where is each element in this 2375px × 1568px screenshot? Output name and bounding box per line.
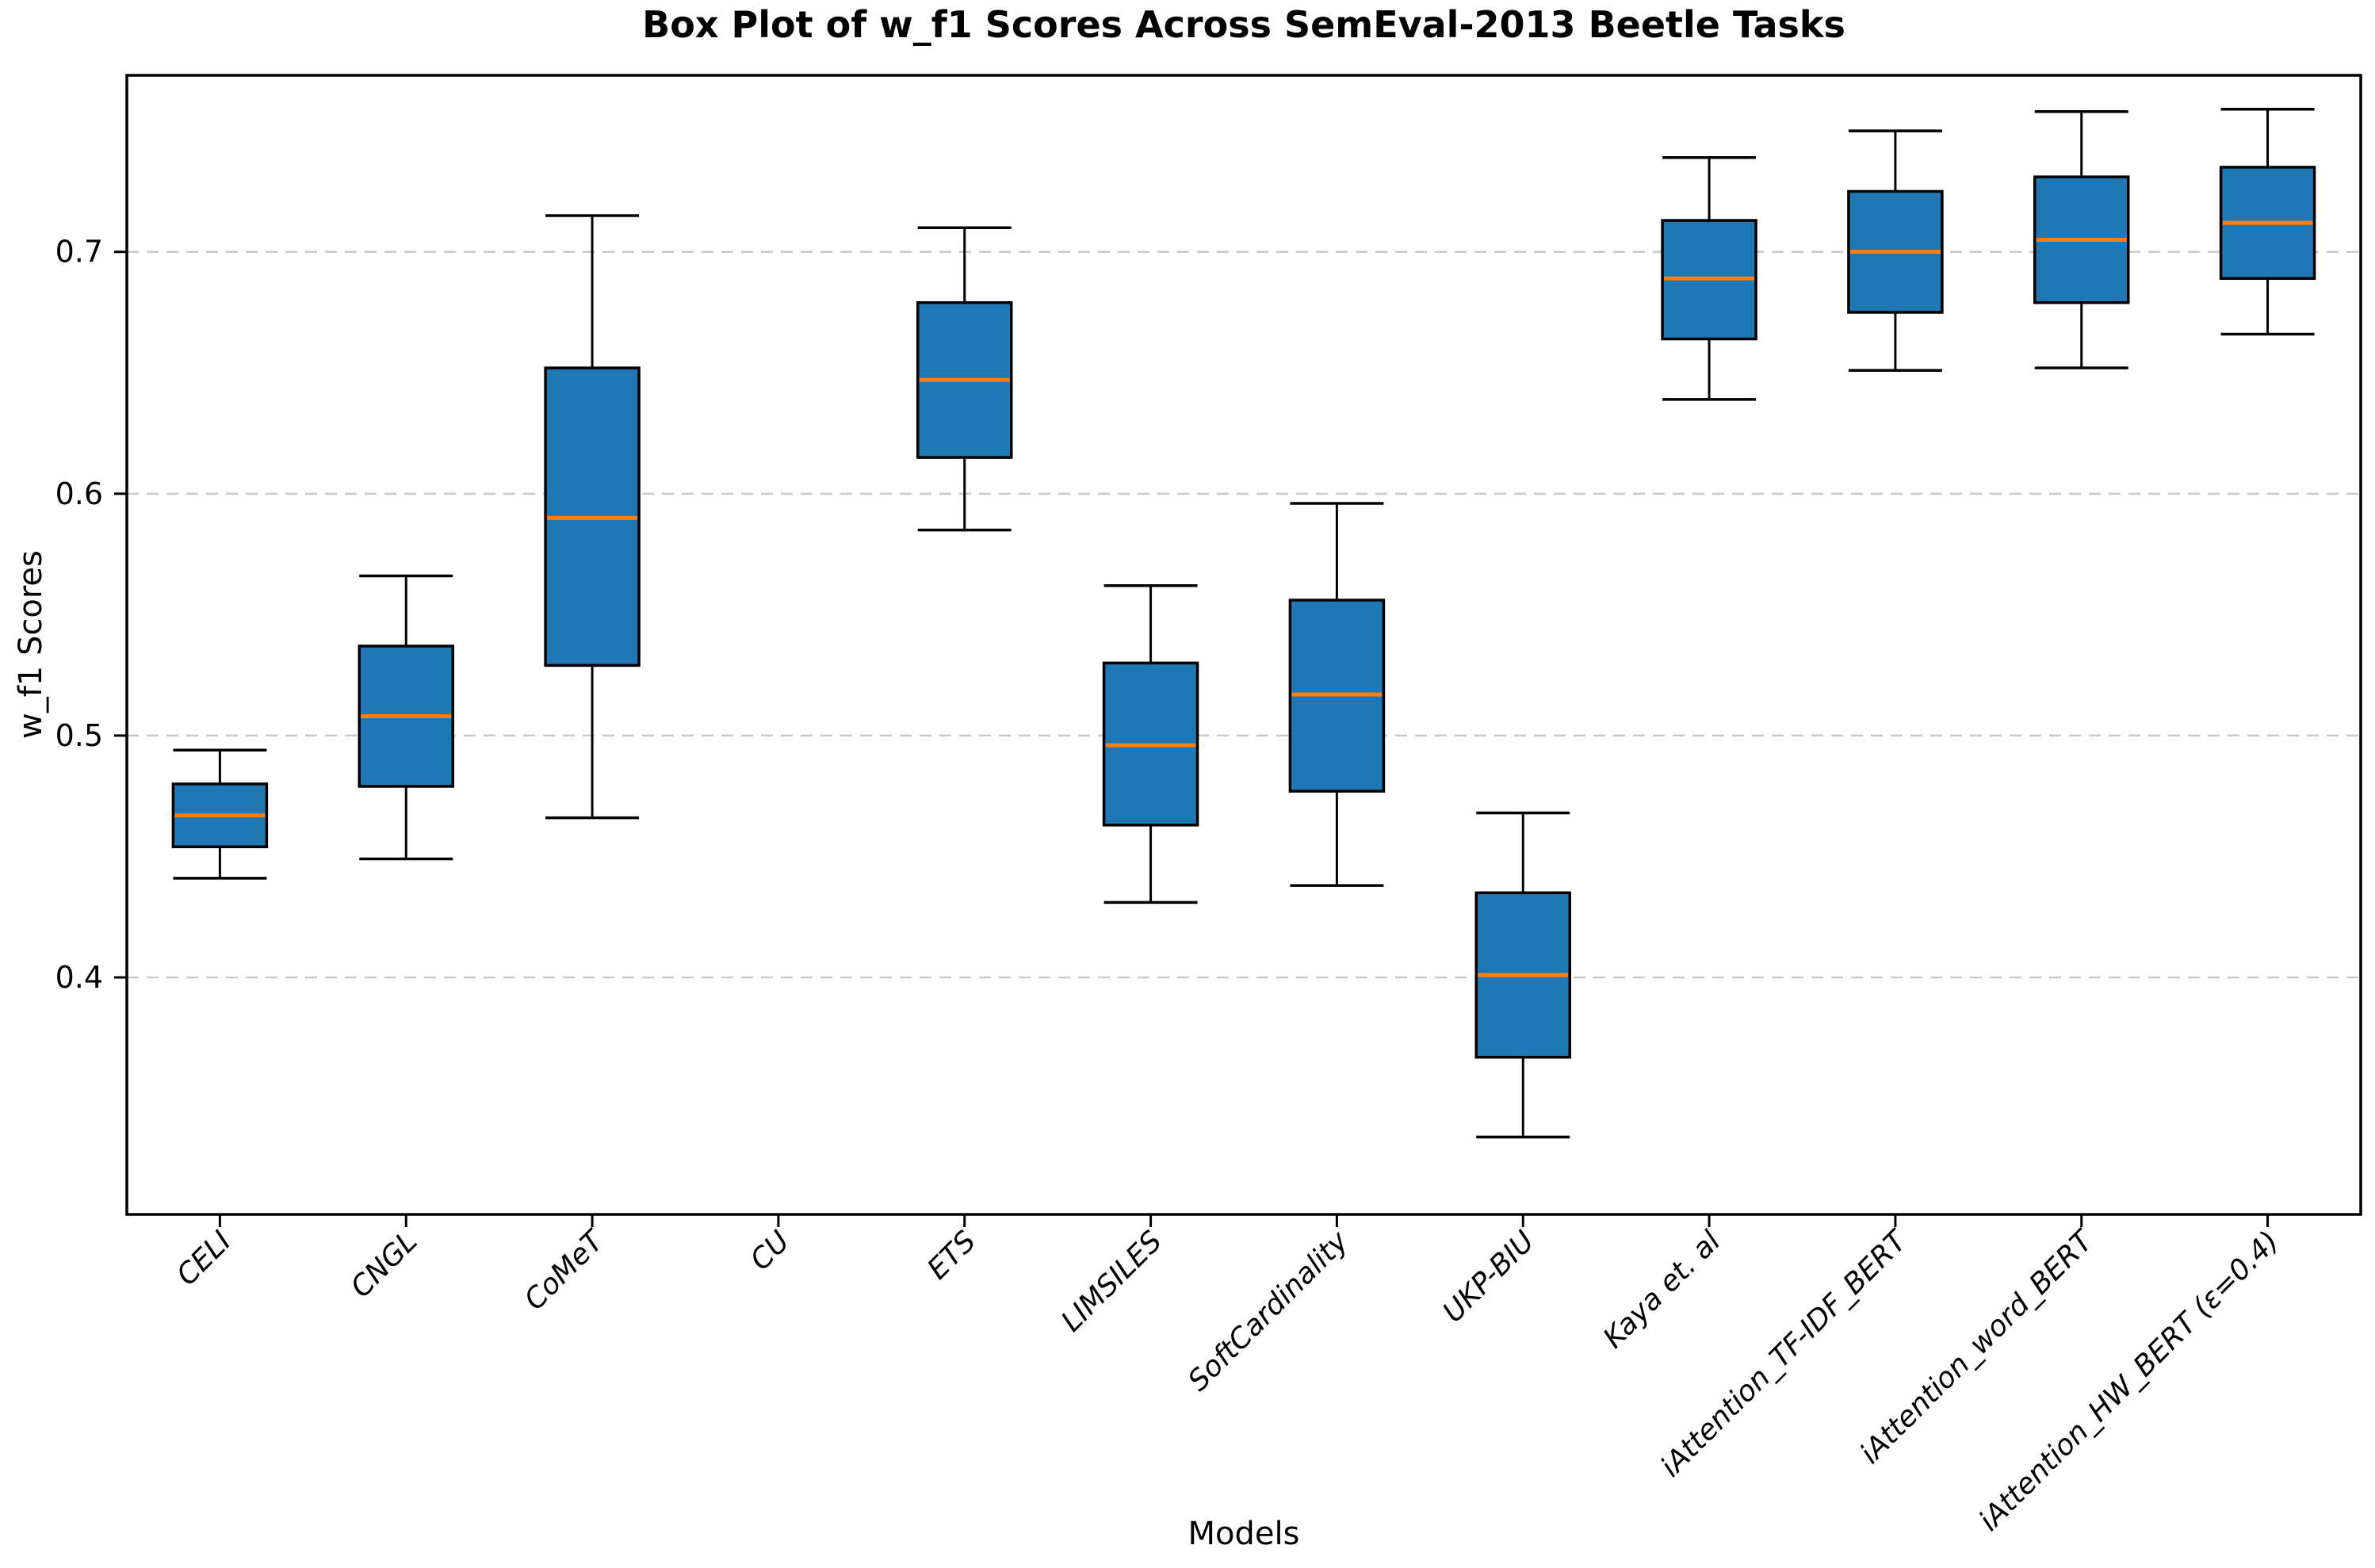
box-group-CELI — [171, 748, 269, 880]
box-group-iAttention_HW_BERT (ε=0.4) — [2219, 107, 2316, 336]
y-tick-label: 0.7 — [55, 235, 103, 270]
box-group-iAttention_word_BERT — [2033, 110, 2130, 369]
x-tick-label: CU — [744, 1225, 796, 1276]
x-tick-label: CoMeT — [518, 1223, 612, 1317]
box-group-iAttention_TF-IDF_BERT — [1847, 129, 1944, 372]
plot-frame — [125, 74, 2362, 1216]
x-tick-label: SoftCardinality — [1182, 1225, 1355, 1398]
box-group-SoftCardinality — [1288, 502, 1386, 887]
x-tick-label: ETS — [921, 1225, 982, 1286]
box-group-CNGL — [358, 574, 454, 861]
box-group-CoMeT — [544, 214, 641, 820]
y-tick-label: 0.5 — [55, 718, 103, 753]
chart-title: Box Plot of w_f1 Scores Across SemEval-2… — [642, 3, 1845, 46]
x-tick-label: CELI — [170, 1225, 238, 1292]
y-tick-label: 0.4 — [55, 960, 103, 995]
x-tick-label: Kaya et. al — [1597, 1225, 1727, 1355]
x-tick-label: LIMSILES — [1055, 1225, 1168, 1338]
y-tick-label: 0.6 — [55, 476, 103, 511]
box-group-Kaya et. al — [1661, 155, 1757, 401]
box-group-UKP-BIU — [1474, 811, 1571, 1139]
x-tick-label: UKP-BIU — [1437, 1225, 1541, 1329]
y-axis-label: w_f1 Scores — [13, 550, 49, 740]
x-axis-label: Models — [1188, 1516, 1300, 1552]
box-group-LIMSILES — [1102, 584, 1199, 904]
x-tick-label: CNGL — [345, 1225, 424, 1304]
x-tick-label: iAttention_HW_BERT (ε=0.4) — [1973, 1225, 2285, 1537]
box-group-ETS — [916, 226, 1013, 532]
